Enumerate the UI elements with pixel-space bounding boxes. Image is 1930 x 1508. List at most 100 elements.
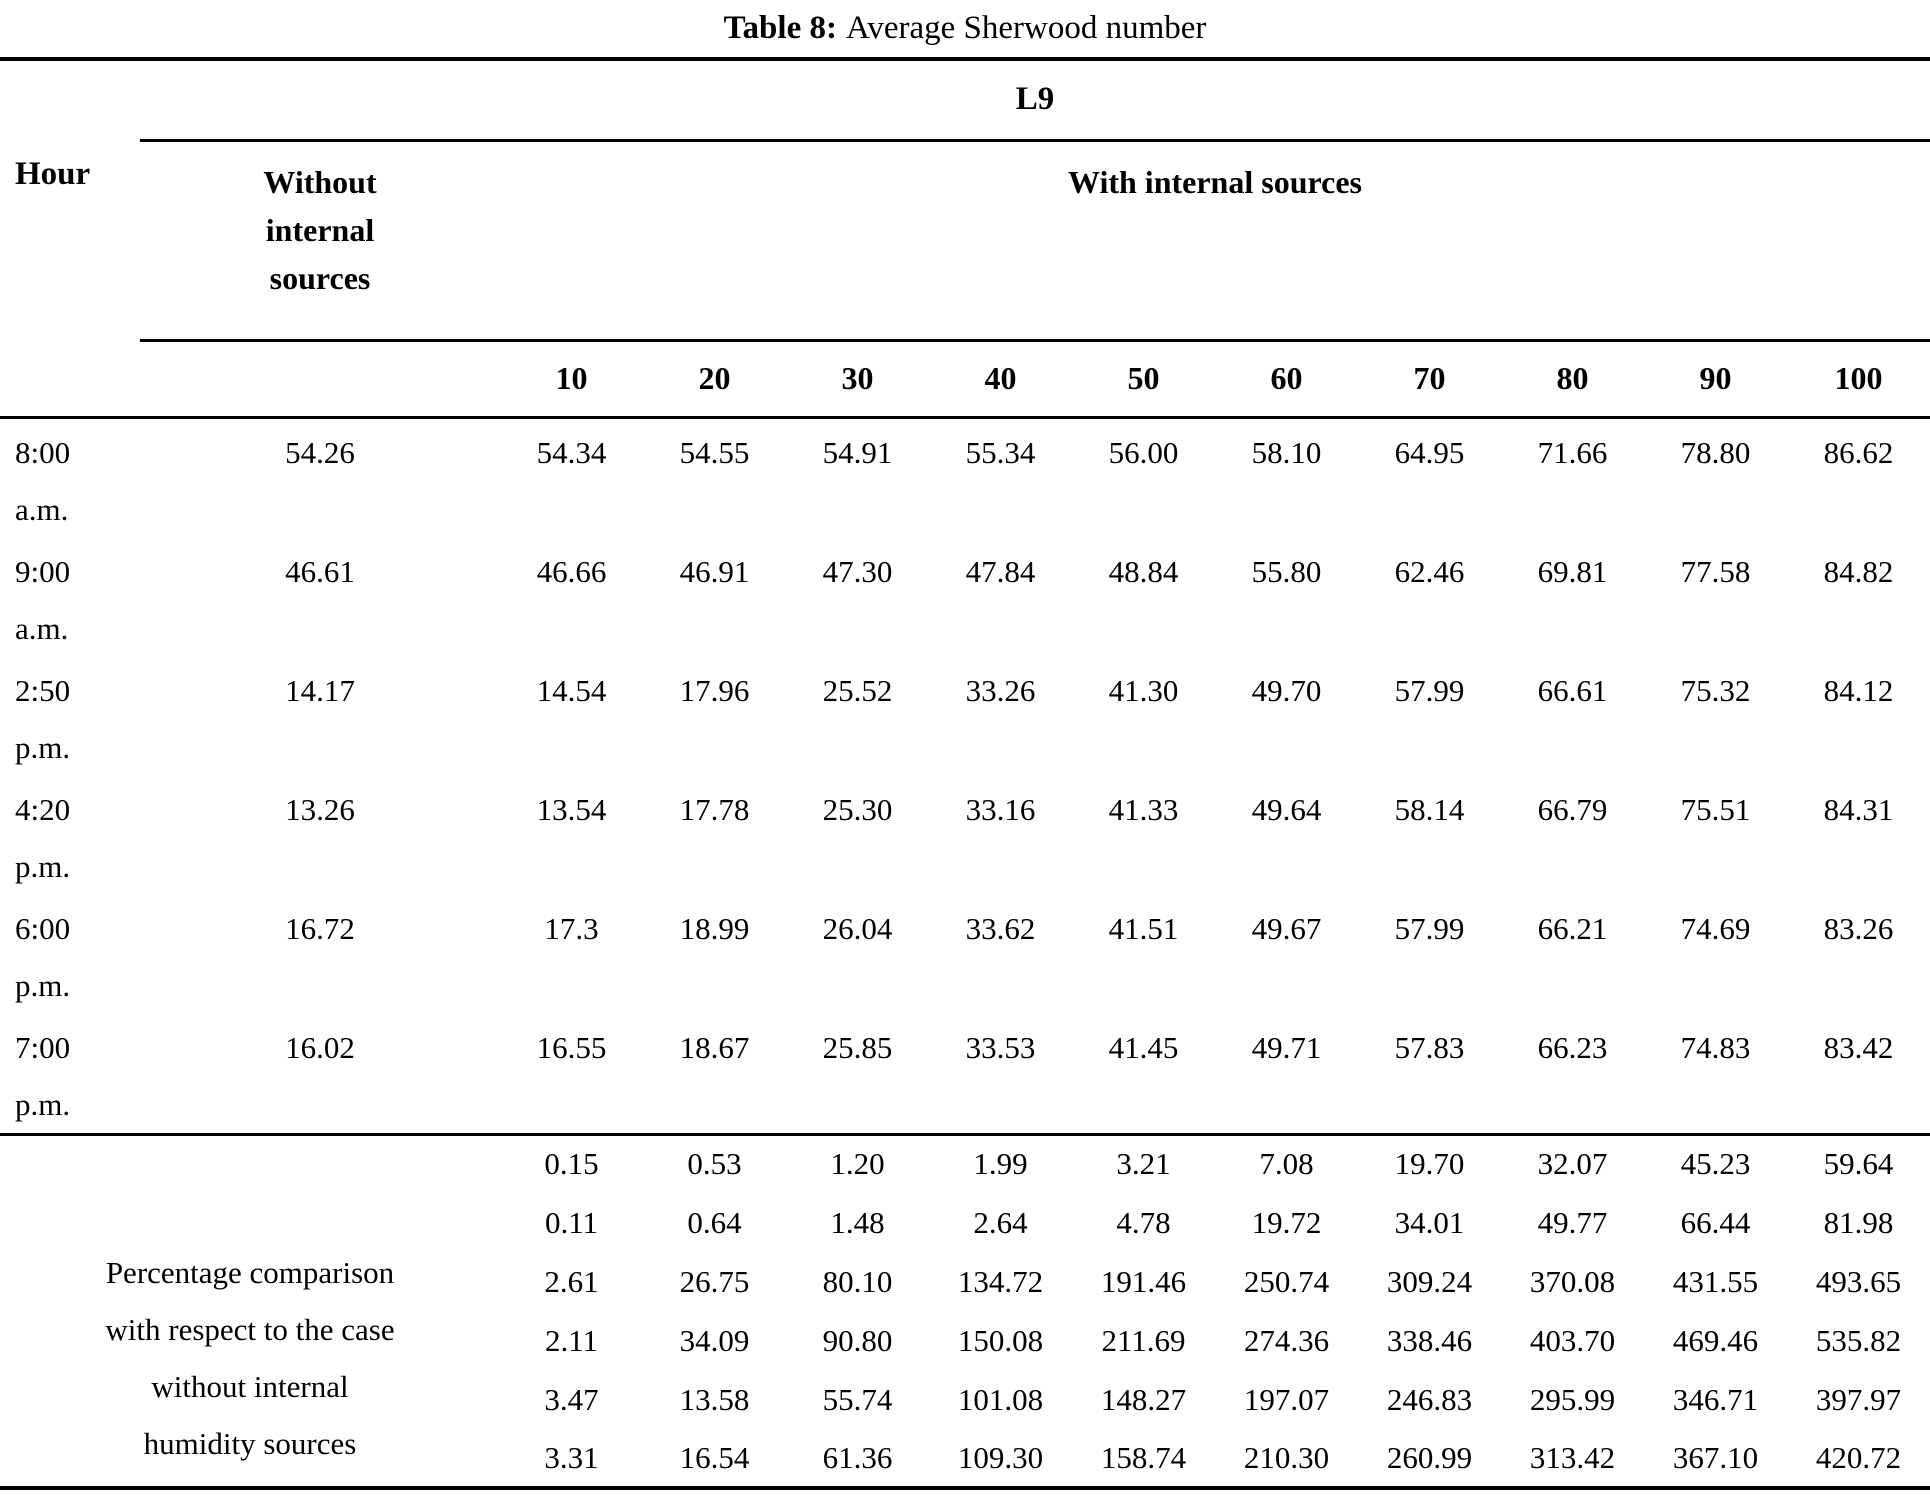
percentage-row: 3.47 13.58 55.74 101.08 148.27 197.07 24… [0,1370,1930,1429]
sherwood-value: 41.30 [1108,672,1179,708]
column-header: 20 [643,340,786,419]
sherwood-value: 62.46 [1394,553,1465,589]
sherwood-value: 17.78 [679,791,750,827]
percentage-row: 3.31 16.54 61.36 109.30 158.74 210.30 26… [0,1429,1930,1488]
column-header: 70 [1358,340,1501,419]
percentage-value: 420.72 [1815,1439,1902,1475]
hour-period: a.m. [15,610,69,646]
sherwood-value: 33.53 [929,1013,1072,1136]
without-sources-label: Without internal sources [263,163,377,296]
percentage-value: 59.64 [1823,1146,1894,1182]
sherwood-value: 66.79 [1537,791,1608,827]
percentage-value: 2.11 [544,1322,599,1358]
without-value: 46.61 [285,553,355,589]
sherwood-value: 49.71 [1215,1013,1358,1136]
percentage-value: 191.46 [1100,1263,1187,1299]
percentage-value: 19.70 [1394,1146,1465,1182]
percentage-value: 1.99 [973,1146,1028,1182]
sherwood-value: 56.00 [1108,434,1179,470]
hour-time: 4:20 [15,791,71,827]
sherwood-value: 74.69 [1680,910,1751,946]
percentage-value: 211.69 [1101,1322,1186,1358]
percentage-value: 3.21 [1116,1146,1171,1182]
percentage-value: 81.98 [1823,1204,1894,1240]
sherwood-value: 84.82 [1823,553,1894,589]
percentage-value: 34.09 [679,1322,750,1358]
column-header: 40 [929,340,1072,419]
sherwood-value: 74.83 [1644,1013,1787,1136]
sherwood-value: 41.51 [1108,910,1179,946]
subheader-spacer [140,340,500,419]
hour-header: Hour [0,59,140,419]
sherwood-value: 54.91 [822,434,893,470]
percentage-value: 45.23 [1680,1146,1751,1182]
sherwood-value: 41.45 [1072,1013,1215,1136]
sherwood-value: 25.30 [822,791,893,827]
sherwood-value: 33.62 [965,910,1036,946]
percentage-value: 13.58 [679,1381,750,1417]
sherwood-value: 69.81 [1537,553,1608,589]
percentage-value: 101.08 [957,1381,1044,1417]
percentage-value: 55.74 [822,1381,893,1417]
sherwood-value: 13.54 [536,791,607,827]
percentage-value: 1.48 [830,1204,885,1240]
hour-period: p.m. [15,729,71,765]
percentage-value: 0.53 [687,1146,742,1182]
percentage-value: 309.24 [1386,1263,1473,1299]
sherwood-value: 71.66 [1537,434,1608,470]
percentage-value: 403.70 [1529,1322,1616,1358]
hour-time: 8:00 [15,434,71,470]
header-row-groups: Without internal sources With internal s… [0,140,1930,342]
percentage-value: 66.44 [1680,1204,1751,1240]
percentage-value: 250.74 [1243,1263,1330,1299]
sherwood-value: 33.16 [965,791,1036,827]
sherwood-value: 16.55 [500,1013,643,1136]
table-row: 2:50 p.m. 14.17 14.54 17.96 25.52 33.26 … [0,657,1930,776]
percentage-value: 16.54 [679,1439,750,1475]
sherwood-value: 47.84 [965,553,1036,589]
column-header: 30 [786,340,929,419]
hour-period: p.m. [15,967,71,1003]
sherwood-value: 49.64 [1251,791,1322,827]
percentage-value: 0.11 [544,1204,599,1240]
percentage-value: 370.08 [1529,1263,1616,1299]
hour-cell: 4:20 p.m. [0,776,140,895]
sherwood-value: 66.23 [1501,1013,1644,1136]
table-caption-text: Average Sherwood number [845,10,1207,46]
sherwood-value: 77.58 [1680,553,1751,589]
sherwood-value: 75.32 [1680,672,1751,708]
sherwood-value: 66.61 [1537,672,1608,708]
table-row: 6:00 p.m. 16.72 17.3 18.99 26.04 33.62 4… [0,895,1930,1014]
percentage-value: 2.61 [544,1263,599,1299]
sherwood-value: 18.67 [643,1013,786,1136]
column-header: 80 [1501,340,1644,419]
header-row-columns: 10 20 30 40 50 60 70 80 90 100 [0,340,1930,419]
percentage-value: 4.78 [1116,1204,1171,1240]
hour-cell: 8:00 a.m. [0,417,140,538]
percentage-value: 274.36 [1243,1322,1330,1358]
sherwood-value: 58.10 [1251,434,1322,470]
percentage-label-line: with respect to the case [105,1312,395,1347]
hour-cell: 7:00 p.m. [0,1013,140,1136]
sherwood-value: 25.85 [786,1013,929,1136]
without-value: 16.72 [285,910,355,946]
percentage-value: 34.01 [1394,1204,1465,1240]
column-header: 10 [500,340,643,419]
percentage-value: 3.47 [544,1381,599,1417]
percentage-value: 61.36 [822,1439,893,1475]
column-header: 50 [1072,340,1215,419]
sherwood-value: 55.34 [965,434,1036,470]
sherwood-value: 75.51 [1680,791,1751,827]
percentage-value: 338.46 [1386,1322,1473,1358]
sherwood-value: 48.84 [1108,553,1179,589]
percentage-value: 80.10 [822,1263,893,1299]
sherwood-value: 84.12 [1823,672,1894,708]
sherwood-value: 86.62 [1823,434,1894,470]
table-caption-label: Table 8: [723,10,837,46]
percentage-value: 295.99 [1529,1381,1616,1417]
percentage-value: 346.71 [1672,1381,1759,1417]
hour-time: 7:00 [15,1029,71,1065]
percentage-row: Percentage comparison with respect to th… [0,1134,1930,1461]
percentage-value: 7.08 [1259,1146,1314,1182]
sherwood-value: 49.70 [1251,672,1322,708]
